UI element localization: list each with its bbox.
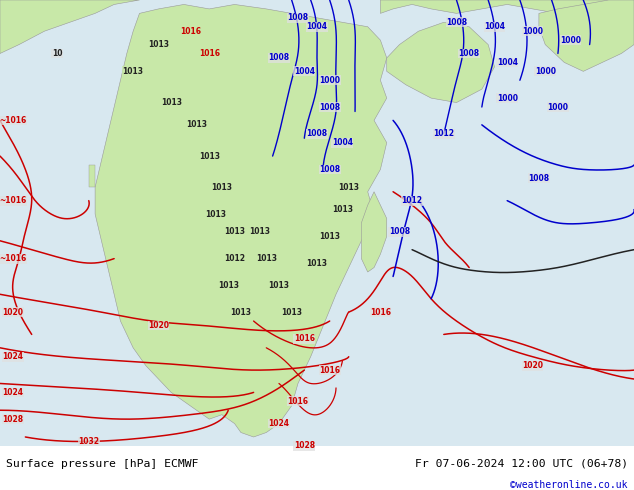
Text: 1013: 1013	[249, 227, 271, 236]
Text: 1016: 1016	[319, 366, 340, 374]
Text: 1020: 1020	[522, 361, 543, 370]
Text: 1004: 1004	[294, 67, 315, 76]
Text: 1013: 1013	[332, 205, 353, 214]
Text: 1008: 1008	[446, 18, 467, 27]
Polygon shape	[361, 192, 387, 272]
Polygon shape	[380, 0, 634, 18]
Text: 1012: 1012	[433, 129, 455, 138]
Text: 1008: 1008	[458, 49, 480, 58]
Text: Fr 07-06-2024 12:00 UTC (06+78): Fr 07-06-2024 12:00 UTC (06+78)	[415, 459, 628, 468]
Text: 1004: 1004	[496, 58, 518, 67]
Text: 1000: 1000	[496, 94, 518, 102]
Text: 1004: 1004	[332, 138, 353, 147]
Text: 1013: 1013	[148, 40, 169, 49]
Text: 1004: 1004	[484, 22, 505, 31]
Text: 1013: 1013	[230, 308, 252, 317]
Text: 1008: 1008	[268, 53, 290, 62]
Text: 1008: 1008	[306, 129, 328, 138]
Text: 1013: 1013	[217, 281, 239, 290]
Text: 1013: 1013	[224, 227, 245, 236]
Polygon shape	[539, 0, 634, 72]
Text: 1000: 1000	[547, 102, 569, 112]
Text: 1016: 1016	[370, 308, 391, 317]
Text: 1008: 1008	[389, 227, 410, 236]
Text: 1013: 1013	[211, 183, 233, 192]
Text: 1013: 1013	[160, 98, 182, 107]
Text: 1013: 1013	[319, 232, 340, 241]
Text: 1000: 1000	[560, 36, 581, 45]
Text: 1008: 1008	[287, 13, 309, 23]
Polygon shape	[89, 165, 95, 187]
Text: 1016: 1016	[198, 49, 220, 58]
Text: 1016: 1016	[287, 397, 309, 406]
Polygon shape	[95, 4, 387, 437]
Text: 1012: 1012	[224, 254, 245, 263]
Text: 1008: 1008	[319, 102, 340, 112]
Text: Surface pressure [hPa] ECMWF: Surface pressure [hPa] ECMWF	[6, 459, 199, 468]
Text: ~1016: ~1016	[0, 254, 26, 263]
Text: 1028: 1028	[2, 415, 23, 424]
Text: 1024: 1024	[2, 388, 23, 397]
Text: 1020: 1020	[2, 308, 23, 317]
Text: 1028: 1028	[294, 441, 315, 450]
Text: 1013: 1013	[205, 210, 226, 219]
Text: 1013: 1013	[281, 308, 302, 317]
Text: ~1016: ~1016	[0, 116, 26, 125]
Text: 1016: 1016	[294, 334, 315, 343]
Text: 1008: 1008	[528, 174, 550, 183]
Text: 1013: 1013	[186, 121, 207, 129]
Text: 1024: 1024	[2, 352, 23, 361]
Text: 1024: 1024	[268, 419, 290, 428]
Text: 1012: 1012	[401, 196, 423, 205]
Text: 1013: 1013	[268, 281, 290, 290]
Text: 1013: 1013	[306, 259, 328, 268]
Text: 1016: 1016	[179, 27, 201, 36]
Text: 1013: 1013	[256, 254, 277, 263]
Text: 1032: 1032	[78, 437, 100, 446]
Text: 1013: 1013	[122, 67, 144, 76]
Text: 1000: 1000	[534, 67, 556, 76]
Text: ©weatheronline.co.uk: ©weatheronline.co.uk	[510, 480, 628, 490]
Polygon shape	[387, 22, 495, 102]
Text: 10: 10	[52, 49, 62, 58]
Text: 1004: 1004	[306, 22, 328, 31]
Text: ~1016: ~1016	[0, 196, 26, 205]
Text: 1013: 1013	[198, 151, 220, 161]
Text: 1013: 1013	[338, 183, 359, 192]
Text: 1000: 1000	[522, 27, 543, 36]
Text: 1020: 1020	[148, 321, 169, 330]
Text: 1008: 1008	[319, 165, 340, 174]
Text: 1000: 1000	[319, 76, 340, 85]
Polygon shape	[0, 0, 139, 53]
